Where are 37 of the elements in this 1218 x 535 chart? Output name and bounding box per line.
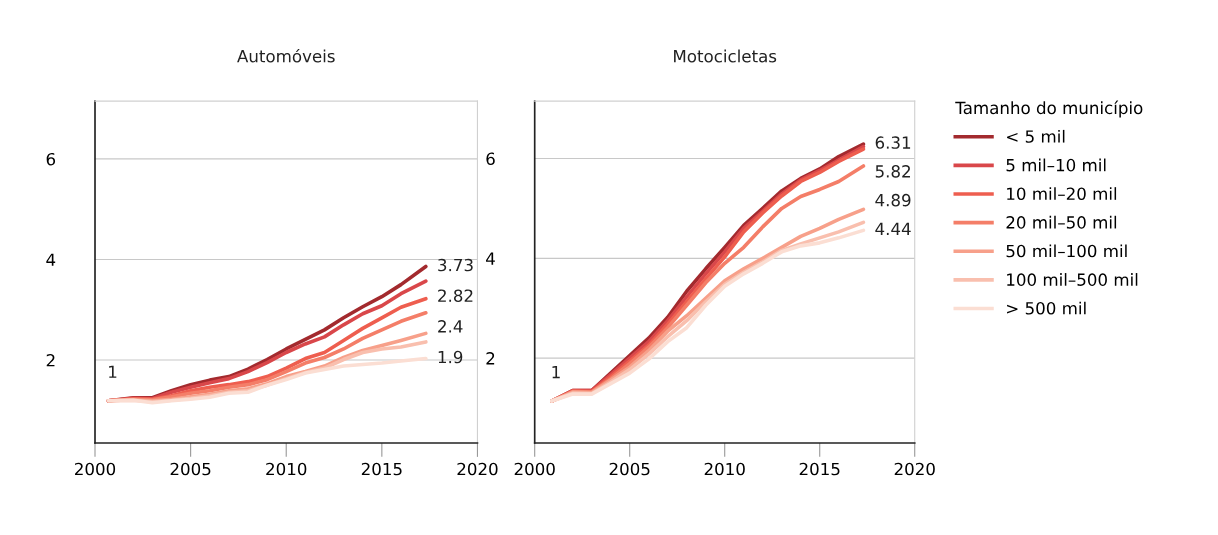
x-tick-label: 2015 bbox=[361, 462, 402, 476]
legend-label: 20 mil–50 mil bbox=[1006, 215, 1117, 229]
annotation: 5.82 bbox=[875, 165, 910, 178]
x-tick-label: 2000 bbox=[514, 462, 555, 476]
x-tick-label: 2010 bbox=[704, 462, 745, 476]
annotation: 1 bbox=[109, 365, 117, 378]
line-series bbox=[106, 356, 428, 405]
legend-label: 50 mil–100 mil bbox=[1006, 244, 1127, 258]
x-tick-label: 2005 bbox=[609, 462, 650, 476]
x-tick-label: 2020 bbox=[457, 462, 498, 476]
x-tick-label: 2010 bbox=[266, 462, 307, 476]
legend-label: > 500 mil bbox=[1007, 301, 1086, 315]
x-tick-label: 2020 bbox=[894, 462, 935, 476]
chart-title: Automóveis bbox=[237, 48, 335, 63]
y-tick-label: 2 bbox=[46, 353, 55, 367]
annotation: 4.44 bbox=[875, 222, 911, 235]
y-tick-label: 2 bbox=[486, 352, 495, 365]
annotation: 4.89 bbox=[875, 193, 911, 207]
legend-label: < 5 mil bbox=[1007, 129, 1065, 143]
y-tick-label: 4 bbox=[486, 252, 495, 265]
legend-label: 100 mil–500 mil bbox=[1007, 273, 1138, 286]
x-tick-label: 2000 bbox=[75, 462, 116, 476]
y-tick-label: 6 bbox=[46, 152, 56, 166]
annotation: 6.31 bbox=[875, 136, 911, 149]
annotation: 3.73 bbox=[438, 258, 473, 272]
y-tick-label: 6 bbox=[486, 152, 495, 166]
annotation: 1.9 bbox=[438, 350, 463, 364]
legend-title: Tamanho do município bbox=[955, 100, 1143, 118]
annotation: 2.4 bbox=[438, 320, 463, 333]
x-tick-label: 2015 bbox=[799, 462, 840, 476]
annotation: 2.82 bbox=[438, 289, 473, 303]
y-tick-label: 4 bbox=[46, 253, 56, 266]
annotation: 1 bbox=[552, 366, 560, 379]
chart-title: Motocicletas bbox=[674, 49, 777, 63]
x-tick-label: 2005 bbox=[170, 462, 211, 476]
legend-label: 5 mil–10 mil bbox=[1006, 158, 1106, 172]
legend-label: 10 mil–20 mil bbox=[1007, 187, 1117, 201]
